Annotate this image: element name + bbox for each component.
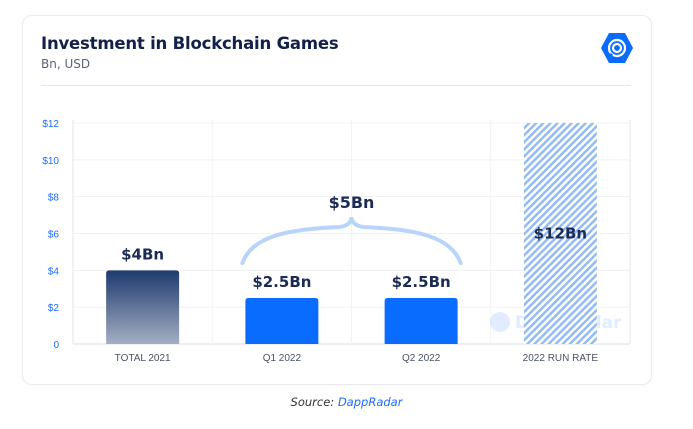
brace-label: $5Bn — [329, 193, 375, 212]
x-tick-label: Q2 2022 — [402, 353, 441, 364]
bar-total-2021 — [106, 270, 180, 344]
data-label: $4Bn — [121, 245, 164, 263]
source-prefix: Source: — [290, 395, 335, 409]
y-tick-label: $12 — [42, 119, 59, 130]
y-tick-label: $4 — [48, 266, 60, 277]
data-label: $2.5Bn — [392, 273, 451, 291]
data-label: $2.5Bn — [252, 273, 311, 291]
bar-2022-run-rate — [523, 123, 597, 344]
x-tick-label: TOTAL 2021 — [115, 353, 171, 364]
source-caption: Source: DappRadar — [0, 395, 693, 409]
chart-subtitle: Bn, USD — [41, 57, 91, 71]
brace-annotation — [240, 216, 463, 265]
y-tick-label: $8 — [48, 193, 60, 204]
bar-q1-2022 — [245, 297, 319, 344]
data-label: $12Bn — [534, 225, 587, 243]
y-tick-label: $10 — [42, 156, 59, 167]
y-tick-label: 0 — [53, 340, 59, 351]
y-tick-label: $6 — [48, 230, 60, 241]
y-tick-label: $2 — [48, 303, 60, 314]
bar-q2-2022 — [384, 297, 458, 344]
x-tick-label: Q1 2022 — [263, 353, 302, 364]
dappradar-logo-icon — [601, 33, 633, 63]
header-divider — [41, 85, 631, 86]
x-tick-label: 2022 RUN RATE — [523, 353, 599, 364]
source-link[interactable]: DappRadar — [337, 395, 403, 409]
chart-title: Investment in Blockchain Games — [41, 34, 339, 53]
